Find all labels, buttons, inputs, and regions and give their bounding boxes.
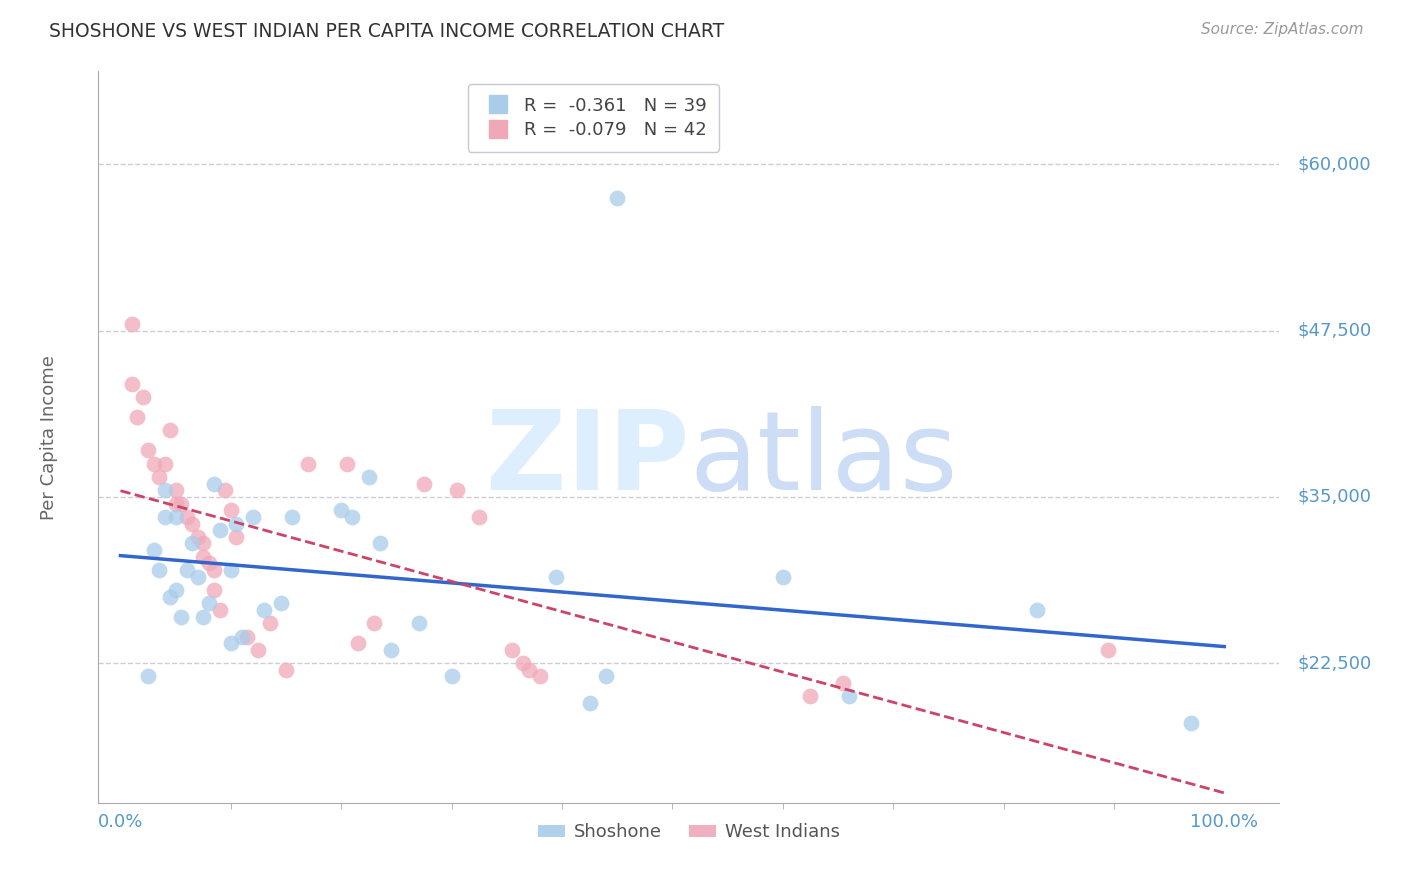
Point [202, 476, 225, 491]
Point [159, 590, 181, 604]
Point [242, 509, 264, 524]
Point [125, 410, 148, 425]
Point [546, 570, 568, 584]
Point [153, 457, 176, 471]
Point [446, 483, 468, 498]
Point [193, 609, 215, 624]
Point [578, 696, 600, 710]
Point [247, 643, 270, 657]
Point [170, 497, 193, 511]
Point [136, 669, 159, 683]
Point [336, 457, 359, 471]
Point [1180, 716, 1202, 731]
Point [202, 582, 225, 597]
Point [176, 509, 198, 524]
Point [142, 543, 165, 558]
Point [363, 616, 385, 631]
Point [280, 509, 302, 524]
Point [297, 457, 319, 471]
Text: atlas: atlas [689, 406, 957, 513]
Point [595, 669, 617, 683]
Point [219, 563, 242, 577]
Point [236, 630, 259, 644]
Point [198, 596, 221, 610]
Point [181, 516, 204, 531]
Point [121, 317, 143, 331]
Point [214, 483, 236, 498]
Point [606, 191, 628, 205]
Point [408, 616, 430, 631]
Point [231, 630, 253, 644]
Point [1025, 603, 1047, 617]
Point [148, 470, 170, 484]
Point [270, 596, 292, 610]
Point [512, 656, 534, 670]
Point [159, 424, 181, 438]
Point [176, 563, 198, 577]
Point [501, 643, 523, 657]
Point [1097, 643, 1119, 657]
Point [165, 483, 187, 498]
Point [198, 557, 221, 571]
Text: $47,500: $47,500 [1298, 322, 1371, 340]
Point [170, 609, 193, 624]
Point [131, 390, 153, 404]
Text: Source: ZipAtlas.com: Source: ZipAtlas.com [1201, 22, 1364, 37]
Point [368, 536, 391, 550]
Point [357, 470, 380, 484]
Point [153, 509, 176, 524]
Text: $22,500: $22,500 [1298, 654, 1371, 673]
Point [193, 549, 215, 564]
Point [832, 676, 855, 690]
Text: ZIP: ZIP [485, 406, 689, 513]
Legend: Shoshone, West Indians: Shoshone, West Indians [530, 816, 848, 848]
Point [342, 509, 364, 524]
Point [517, 663, 540, 677]
Point [225, 530, 247, 544]
Point [193, 536, 215, 550]
Point [165, 582, 187, 597]
Point [529, 669, 551, 683]
Point [440, 669, 463, 683]
Point [799, 690, 821, 704]
Point [253, 603, 276, 617]
Point [330, 503, 353, 517]
Point [413, 476, 436, 491]
Point [148, 563, 170, 577]
Point [153, 483, 176, 498]
Point [468, 509, 491, 524]
Point [142, 457, 165, 471]
Point [181, 536, 204, 550]
Point [219, 503, 242, 517]
Point [772, 570, 794, 584]
Point [225, 516, 247, 531]
Point [346, 636, 368, 650]
Text: SHOSHONE VS WEST INDIAN PER CAPITA INCOME CORRELATION CHART: SHOSHONE VS WEST INDIAN PER CAPITA INCOM… [49, 22, 724, 41]
Text: $60,000: $60,000 [1298, 155, 1371, 173]
Point [187, 570, 209, 584]
Point [208, 523, 231, 537]
Point [136, 443, 159, 458]
Point [208, 603, 231, 617]
Point [274, 663, 297, 677]
Text: $35,000: $35,000 [1298, 488, 1371, 506]
Point [838, 690, 860, 704]
Point [165, 497, 187, 511]
Point [259, 616, 281, 631]
Point [187, 530, 209, 544]
Point [165, 509, 187, 524]
Point [219, 636, 242, 650]
Text: Per Capita Income: Per Capita Income [39, 355, 58, 519]
Point [380, 643, 402, 657]
Point [202, 563, 225, 577]
Point [121, 376, 143, 391]
